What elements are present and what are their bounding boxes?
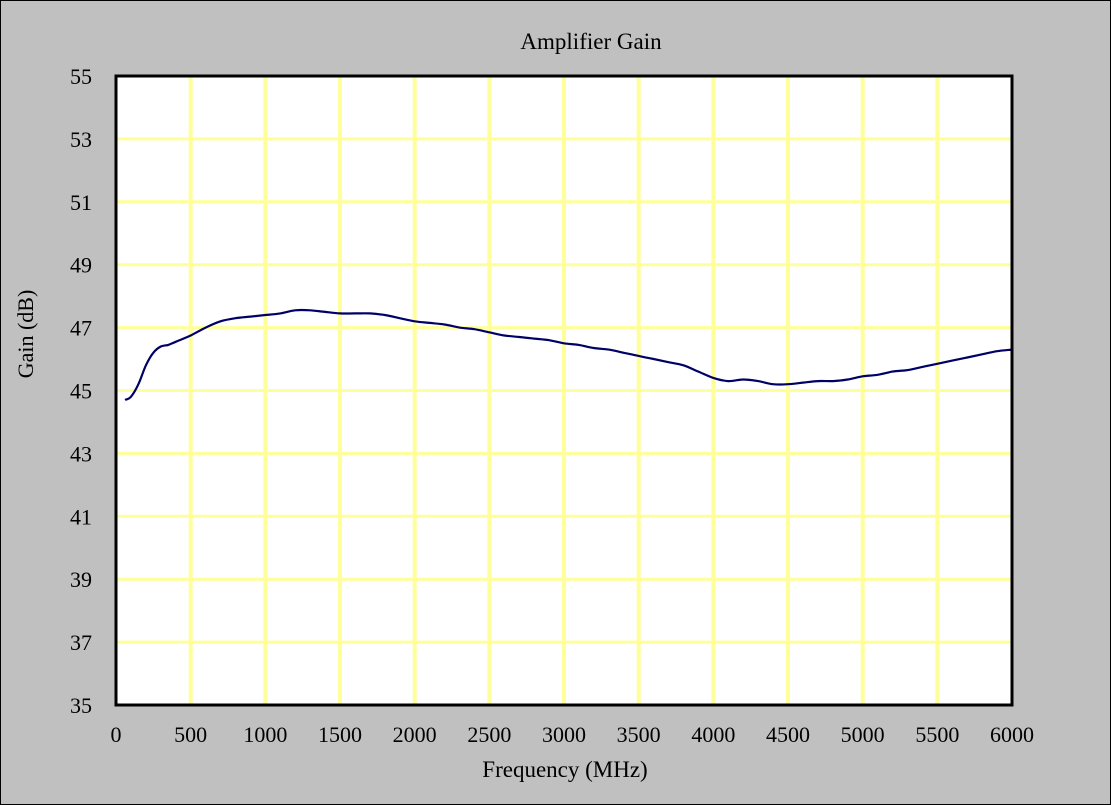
y-tick-label: 51 [70,190,92,215]
x-tick-label: 5500 [915,722,959,747]
x-tick-label: 6000 [990,722,1034,747]
x-tick-label: 500 [174,722,207,747]
y-tick-label: 43 [70,441,92,466]
chart-title: Amplifier Gain [520,29,662,54]
y-tick-label: 41 [70,504,92,529]
y-tick-label: 49 [70,253,92,278]
x-tick-label: 2500 [467,722,511,747]
y-tick-label: 45 [70,379,92,404]
x-tick-label: 0 [111,722,122,747]
y-tick-label: 47 [70,316,92,341]
y-tick-labels: 35 37 39 41 43 45 47 49 51 53 55 [70,64,92,718]
x-tick-labels: 0 500 1000 1500 2000 2500 3000 3500 4000 4500 5000… [111,722,1035,747]
y-tick-label: 53 [70,127,92,152]
y-tick-label: 37 [70,630,92,655]
gridlines [116,76,1012,705]
x-axis-label: Frequency (MHz) [482,757,647,782]
y-axis-label: Gain (dB) [13,290,38,379]
y-tick-label: 35 [70,693,92,718]
x-tick-label: 1500 [318,722,362,747]
y-tick-label: 55 [70,64,92,89]
x-tick-label: 4000 [691,722,735,747]
x-tick-label: 2000 [393,722,437,747]
y-tick-label: 39 [70,567,92,592]
x-tick-label: 3000 [542,722,586,747]
x-tick-label: 5000 [841,722,885,747]
x-tick-label: 4500 [766,722,810,747]
x-tick-label: 1000 [243,722,287,747]
plot-border [114,74,1014,707]
gain-series-line [124,308,1013,401]
x-tick-label: 3500 [617,722,661,747]
